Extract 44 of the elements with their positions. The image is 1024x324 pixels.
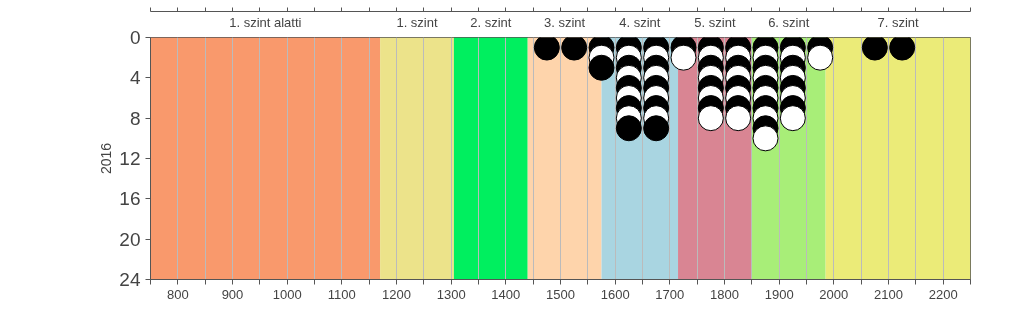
- y-axis-title: 2016: [98, 142, 115, 175]
- x-tick-label: 1700: [655, 286, 685, 302]
- point: [725, 105, 752, 132]
- x-tick-label: 1000: [272, 286, 302, 302]
- band-label: 1. szint alatti: [229, 14, 302, 30]
- x-tick-label: 2200: [928, 286, 958, 302]
- x-tick-label: 1200: [382, 286, 411, 302]
- point: [643, 115, 670, 142]
- band-label: 2. szint: [470, 14, 512, 30]
- x-tick-label: 1300: [436, 286, 466, 302]
- x-tick-label: 1600: [600, 286, 630, 302]
- y-tick-label: 8: [129, 107, 141, 129]
- point: [807, 44, 834, 71]
- point: [561, 37, 588, 61]
- band-label: 6. szint: [768, 14, 810, 30]
- y-tick-label: 20: [119, 228, 141, 250]
- point: [861, 37, 888, 61]
- band-label: 4. szint: [619, 14, 661, 30]
- band-label: 7. szint: [877, 14, 920, 30]
- y-tick-label: 16: [119, 188, 141, 210]
- point: [615, 115, 642, 142]
- x-tick-label: 1500: [546, 286, 575, 302]
- y-tick-label: 4: [129, 67, 141, 89]
- x-tick-label: 1100: [327, 286, 356, 302]
- x-tick-label: 800: [166, 286, 189, 302]
- point: [588, 54, 615, 81]
- x-tick-label: 1400: [491, 286, 521, 302]
- x-tick-label: 2100: [874, 286, 903, 302]
- point: [533, 37, 560, 61]
- band-label: 5. szint: [694, 14, 736, 30]
- y-tick-label: 0: [129, 27, 141, 48]
- band-label: 1. szint: [396, 14, 438, 30]
- point: [779, 105, 806, 132]
- point: [752, 125, 779, 152]
- x-tick-label: 2000: [819, 286, 849, 302]
- x-tick-label: 1900: [764, 286, 794, 302]
- x-tick-label: 900: [221, 286, 244, 302]
- y-tick-label: 24: [119, 269, 141, 290]
- x-tick-label: 1800: [710, 286, 739, 302]
- point: [889, 37, 916, 61]
- point: [697, 105, 724, 132]
- point: [670, 44, 697, 71]
- y-tick-label: 12: [119, 148, 141, 169]
- band-label: 3. szint: [544, 14, 586, 30]
